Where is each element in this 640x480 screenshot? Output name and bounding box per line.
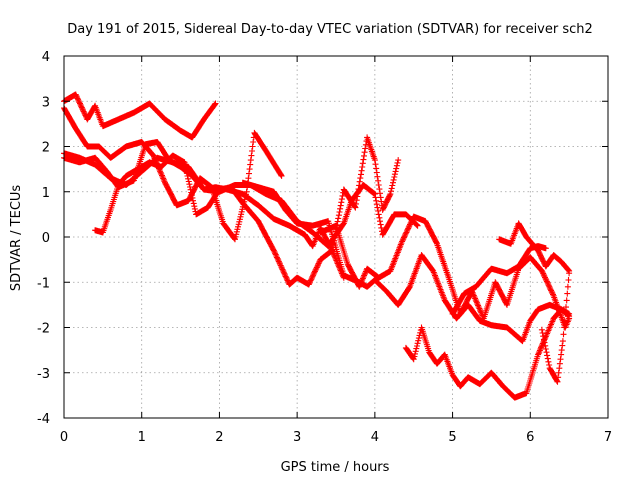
x-tick-label: 4 xyxy=(371,430,379,445)
x-tick-label: 0 xyxy=(60,430,68,445)
x-tick-label: 7 xyxy=(604,430,612,445)
series-prn-k xyxy=(538,270,573,385)
series-prn-e xyxy=(92,152,347,288)
x-tick-label: 3 xyxy=(293,430,301,445)
x-tick-label: 2 xyxy=(215,430,223,445)
y-axis-label: SDTVAR / TECUs xyxy=(9,185,24,292)
x-axis-label: GPS time / hours xyxy=(281,460,390,475)
y-tick-label: -2 xyxy=(37,322,50,337)
y-tick-label: 4 xyxy=(42,50,50,65)
axis-ticks: 0 1 2 3 4 5 6 7 -4 -3 -2 -1 0 1 2 3 4 xyxy=(37,50,612,445)
plus-markers xyxy=(496,220,573,274)
y-tick-label: -4 xyxy=(37,412,50,427)
plus-markers xyxy=(61,91,219,141)
y-tick-label: -1 xyxy=(37,276,50,291)
grid xyxy=(64,56,608,418)
plus-markers xyxy=(92,152,347,288)
chart-title: Day 191 of 2015, Sidereal Day-to-day VTE… xyxy=(67,22,593,37)
y-tick-label: 2 xyxy=(42,141,50,156)
y-tick-label: 3 xyxy=(42,95,50,110)
plus-markers xyxy=(449,243,549,317)
y-tick-label: 0 xyxy=(42,231,50,246)
series-prn-h xyxy=(402,306,573,401)
data-marks xyxy=(61,91,573,401)
plus-markers xyxy=(538,270,573,385)
plus-markers xyxy=(402,306,573,401)
x-tick-label: 5 xyxy=(448,430,456,445)
series-prn-a xyxy=(61,91,219,141)
series-prn-j xyxy=(449,243,549,317)
series-prn-i xyxy=(496,220,573,274)
y-tick-label: -3 xyxy=(37,367,50,382)
y-tick-label: 1 xyxy=(42,186,50,201)
x-tick-label: 1 xyxy=(138,430,146,445)
x-tick-label: 6 xyxy=(526,430,534,445)
